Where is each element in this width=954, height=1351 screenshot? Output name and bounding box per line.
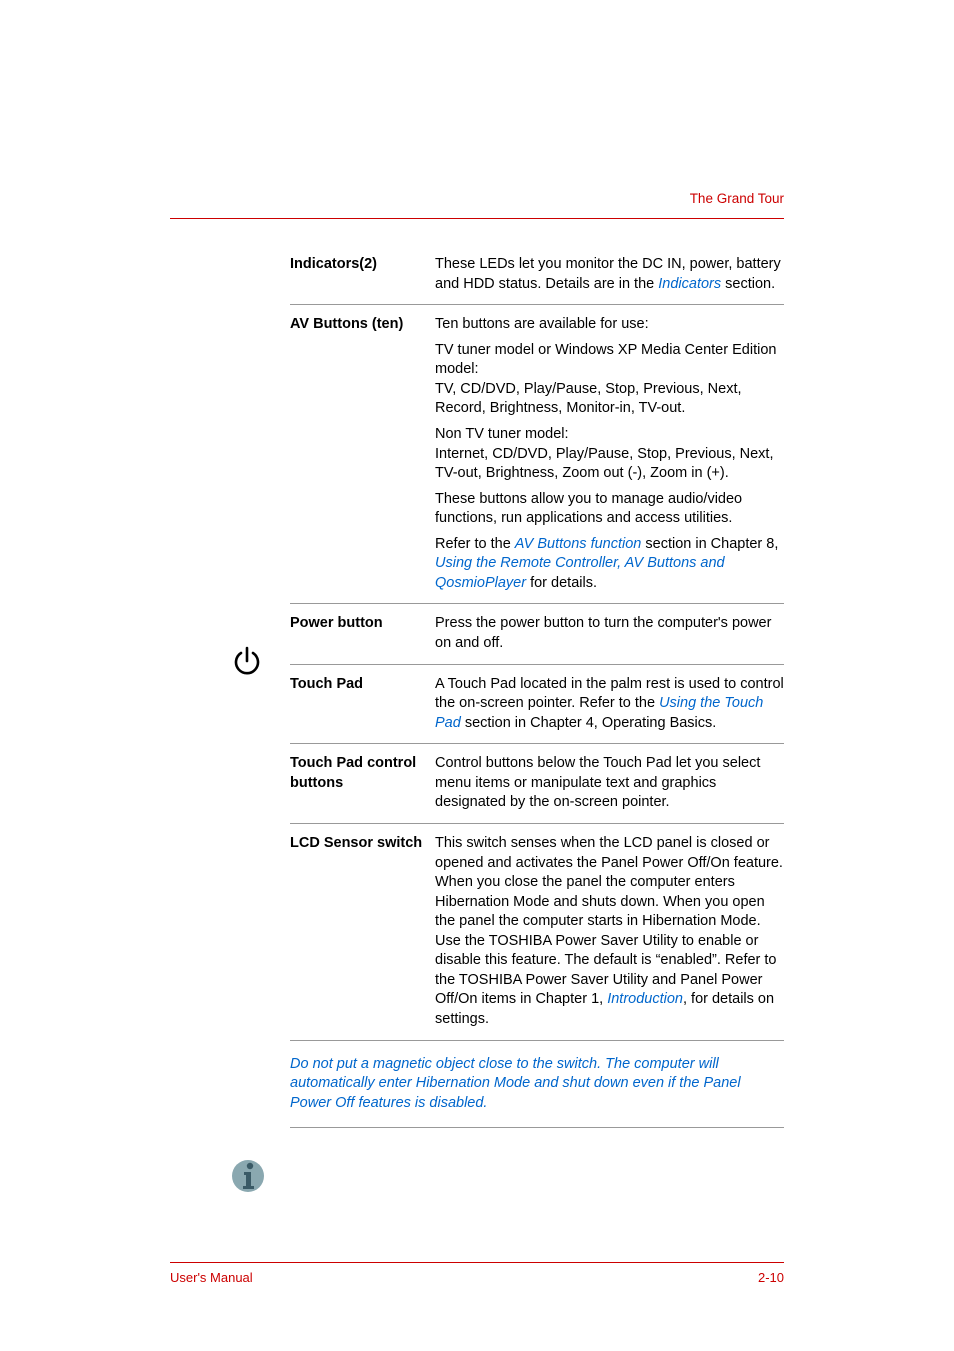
footer-right: 2-10: [758, 1269, 784, 1287]
link-indicators[interactable]: Indicators: [658, 276, 721, 292]
link-introduction[interactable]: Introduction: [607, 991, 683, 1007]
note-box: Do not put a magnetic object close to th…: [290, 1040, 784, 1129]
desc-indicators: These LEDs let you monitor the DC IN, po…: [435, 255, 784, 294]
text: section in Chapter 8,: [641, 536, 778, 552]
row-touch-pad: Touch Pad A Touch Pad located in the pal…: [290, 664, 784, 744]
power-icon: [230, 645, 264, 686]
page-header: The Grand Tour: [170, 190, 784, 219]
label-av-buttons: AV Buttons (ten): [290, 315, 435, 593]
text: This switch senses when the LCD panel is…: [435, 835, 783, 1008]
text: TV, CD/DVD, Play/Pause, Stop, Previous, …: [435, 381, 742, 417]
text: TV tuner model or Windows XP Media Cente…: [435, 342, 776, 378]
chapter-title: The Grand Tour: [170, 190, 784, 219]
label-power-button: Power button: [290, 614, 435, 653]
row-power-button: Power button Press the power button to t…: [290, 603, 784, 663]
row-av-buttons: AV Buttons (ten) Ten buttons are availab…: [290, 304, 784, 603]
desc-power-button: Press the power button to turn the compu…: [435, 614, 784, 653]
row-touch-pad-control: Touch Pad control buttons Control button…: [290, 743, 784, 823]
spec-table: Indicators(2) These LEDs let you monitor…: [290, 245, 784, 1128]
label-indicators: Indicators(2): [290, 255, 435, 294]
note-text: Do not put a magnetic object close to th…: [290, 1055, 784, 1114]
label-lcd-sensor: LCD Sensor switch: [290, 834, 435, 1030]
label-touch-pad: Touch Pad: [290, 675, 435, 734]
row-indicators: Indicators(2) These LEDs let you monitor…: [290, 245, 784, 304]
desc-av-buttons: Ten buttons are available for use: TV tu…: [435, 315, 784, 593]
text: Press the power button to turn the compu…: [435, 614, 784, 653]
text: section.: [721, 276, 775, 292]
desc-touch-pad: A Touch Pad located in the palm rest is …: [435, 675, 784, 734]
link-av-function[interactable]: AV Buttons function: [515, 536, 642, 552]
text: Non TV tuner model:: [435, 426, 569, 442]
text: Ten buttons are available for use:: [435, 315, 784, 335]
text: section in Chapter 4, Operating Basics.: [461, 715, 717, 731]
desc-touch-pad-control: Control buttons below the Touch Pad let …: [435, 754, 784, 813]
label-touch-pad-control: Touch Pad control buttons: [290, 754, 435, 813]
desc-lcd-sensor: This switch senses when the LCD panel is…: [435, 834, 784, 1030]
text: These buttons allow you to manage audio/…: [435, 490, 784, 529]
text: Control buttons below the Touch Pad let …: [435, 754, 784, 813]
text: for details.: [526, 575, 597, 591]
row-lcd-sensor: LCD Sensor switch This switch senses whe…: [290, 823, 784, 1040]
text: Internet, CD/DVD, Play/Pause, Stop, Prev…: [435, 446, 773, 482]
info-icon: [230, 1158, 266, 1201]
page-footer: User's Manual 2-10: [170, 1262, 784, 1287]
text: Refer to the: [435, 536, 515, 552]
footer-left: User's Manual: [170, 1269, 253, 1287]
